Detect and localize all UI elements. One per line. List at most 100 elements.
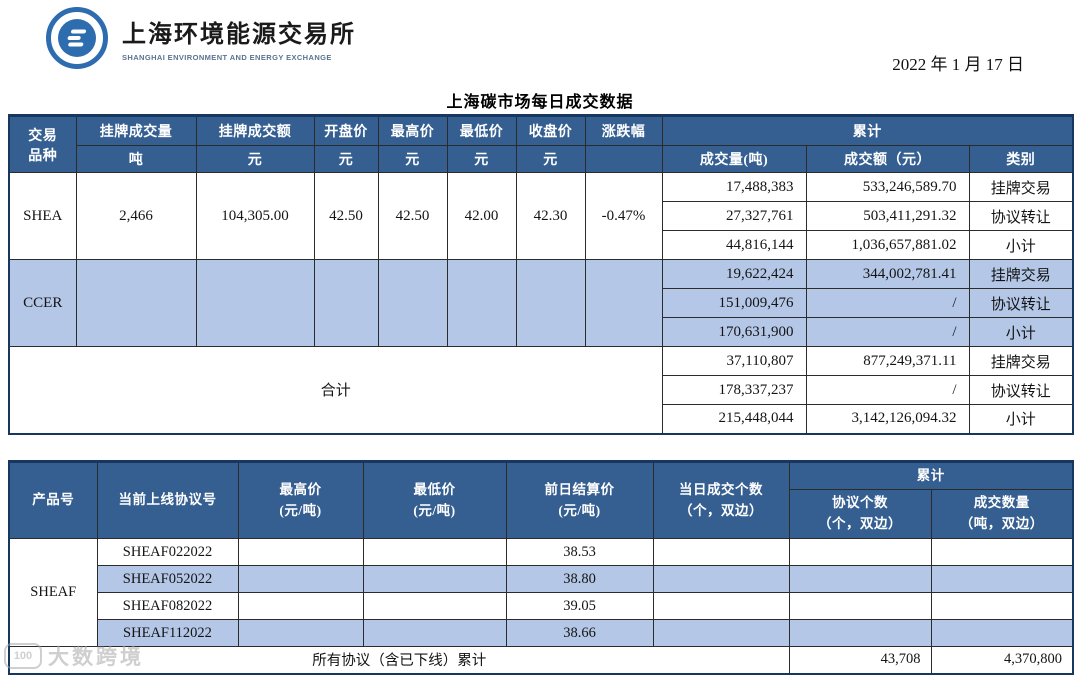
shea-low: 42.00: [446, 172, 517, 260]
cum-count-empty: [788, 565, 932, 593]
ccer-row-2: 151,009,476 / 协议转让: [9, 288, 1074, 318]
total-cum-volume: 215,448,044: [661, 404, 807, 434]
all-contracts-cum-count: 43,708: [788, 646, 932, 674]
header-cumulative-2: 累计: [788, 461, 1074, 490]
ccer-cum-amount: 344,002,781.41: [805, 259, 970, 289]
prev-settle-cell: 38.53: [505, 538, 654, 566]
total-cum-volume: 178,337,237: [661, 375, 807, 405]
ccer-high-empty: [377, 259, 448, 347]
shea-cum-amount: 503,411,291.32: [805, 201, 970, 231]
header-listed-amount: 挂牌成交额: [195, 115, 315, 146]
shea-change: -0.47%: [584, 172, 663, 260]
high-empty: [237, 619, 364, 647]
ccer-cum-amount: /: [805, 288, 970, 318]
sheaf-row-3: SHEAF082022 39.05: [9, 592, 1074, 620]
header-low: 最低价: [446, 115, 517, 146]
shea-row-3: 44,816,144 1,036,657,881.02 小计: [9, 230, 1074, 260]
high-empty: [237, 565, 364, 593]
total-row-1: 合计 37,110,807 877,249,371.11 挂牌交易: [8, 346, 1074, 434]
logo-e-glyph: [67, 29, 87, 47]
ccer-cum-amount: /: [805, 317, 970, 347]
header-change: 涨跌幅: [584, 115, 663, 146]
cum-quantity-empty: [930, 565, 1074, 593]
shea-cum-volume: 27,327,761: [661, 201, 807, 231]
header-prev-settle: 前日结算价 (元/吨): [505, 461, 654, 539]
header-cum-volume: 成交量(吨): [661, 145, 807, 173]
daily-market-table: 交易 品种 挂牌成交量 挂牌成交额 开盘价 最高价 最低价 收盘价 涨跌幅 累计…: [8, 114, 1075, 435]
cum-quantity-empty: [930, 538, 1074, 566]
shea-listed-volume: 2,466: [75, 172, 197, 260]
category-cell: 协议转让: [968, 288, 1074, 318]
prev-settle-cell: 39.05: [505, 592, 654, 620]
header-close: 收盘价: [515, 115, 586, 146]
shea-cum-amount: 1,036,657,881.02: [805, 230, 970, 260]
total-label: 合计: [8, 346, 663, 434]
header-cumulative: 累计: [661, 115, 1074, 146]
prev-settle-cell: 38.66: [505, 619, 654, 647]
contract-code-cell: SHEAF022022: [96, 538, 239, 566]
cum-quantity-empty: [930, 592, 1074, 620]
total-row-3: 215,448,044 3,142,126,094.32 小计: [9, 404, 1074, 434]
today-count-empty: [652, 538, 790, 566]
category-cell: 小计: [968, 317, 1074, 347]
unit-yuan-5: 元: [515, 145, 586, 173]
unit-yuan-1: 元: [195, 145, 315, 173]
ccer-close-empty: [515, 259, 586, 347]
unit-yuan-3: 元: [377, 145, 448, 173]
all-contracts-total-row: 所有协议（含已下线）累计 43,708 4,370,800: [8, 646, 1074, 674]
header-listed-volume: 挂牌成交量: [75, 115, 197, 146]
total-cum-amount: 3,142,126,094.32: [805, 404, 970, 434]
shea-listed-amount: 104,305.00: [195, 172, 315, 260]
high-empty: [237, 592, 364, 620]
header-high-2: 最高价 (元/吨): [237, 461, 364, 539]
category-cell: 协议转让: [968, 201, 1074, 231]
category-cell: 挂牌交易: [968, 172, 1074, 202]
header-product-type: 交易 品种: [8, 115, 77, 173]
ccer-cum-volume: 19,622,424: [661, 259, 807, 289]
low-empty: [362, 592, 507, 620]
brand-name-cn: 上海环境能源交易所: [122, 22, 356, 48]
shea-high: 42.50: [377, 172, 448, 260]
ccer-open-empty: [313, 259, 379, 347]
header-product-id: 产品号: [8, 461, 98, 539]
category-cell: 挂牌交易: [968, 259, 1074, 289]
unit-yuan-4: 元: [446, 145, 517, 173]
header-cum-amount: 成交额（元）: [805, 145, 970, 173]
shea-cum-amount: 533,246,589.70: [805, 172, 970, 202]
unit-blank: [584, 145, 663, 173]
ccer-row-1: CCER 19,622,424 344,002,781.41 挂牌交易: [8, 259, 1074, 347]
page-title: 上海碳市场每日成交数据: [446, 94, 634, 111]
ccer-listed-amount-empty: [195, 259, 315, 347]
header-open: 开盘价: [313, 115, 379, 146]
sheaf-row-1: SHEAF SHEAF022022 38.53: [8, 538, 1074, 647]
cum-count-empty: [788, 592, 932, 620]
shea-cum-volume: 44,816,144: [661, 230, 807, 260]
total-cum-amount: /: [805, 375, 970, 405]
header-low-2: 最低价 (元/吨): [362, 461, 507, 539]
sheaf-row-2: SHEAF052022 38.80: [9, 565, 1074, 593]
sheaf-row-4: SHEAF112022 38.66: [9, 619, 1074, 647]
shea-cum-volume: 17,488,383: [661, 172, 807, 202]
category-cell: 小计: [968, 404, 1074, 434]
category-cell: 协议转让: [968, 375, 1074, 405]
header-cum-quantity: 成交数量 （吨，双边）: [930, 489, 1074, 539]
prev-settle-cell: 38.80: [505, 565, 654, 593]
ccer-cum-volume: 151,009,476: [661, 288, 807, 318]
header-high: 最高价: [377, 115, 448, 146]
low-empty: [362, 538, 507, 566]
logo-core: [58, 19, 96, 57]
shea-row-2: 27,327,761 503,411,291.32 协议转让: [9, 201, 1074, 231]
shea-open: 42.50: [313, 172, 379, 260]
cum-count-empty: [788, 619, 932, 647]
low-empty: [362, 619, 507, 647]
ccer-cum-volume: 170,631,900: [661, 317, 807, 347]
all-contracts-cum-quantity: 4,370,800: [930, 646, 1074, 674]
header-cum-count: 协议个数 （个，双边）: [788, 489, 932, 539]
total-cum-amount: 877,249,371.11: [805, 346, 970, 376]
shea-row-1: SHEA 2,466 104,305.00 42.50 42.50 42.00 …: [8, 172, 1074, 260]
cum-count-empty: [788, 538, 932, 566]
today-count-empty: [652, 619, 790, 647]
total-row-2: 178,337,237 / 协议转让: [9, 375, 1074, 405]
header-contract-code: 当前上线协议号: [96, 461, 239, 539]
cum-quantity-empty: [930, 619, 1074, 647]
